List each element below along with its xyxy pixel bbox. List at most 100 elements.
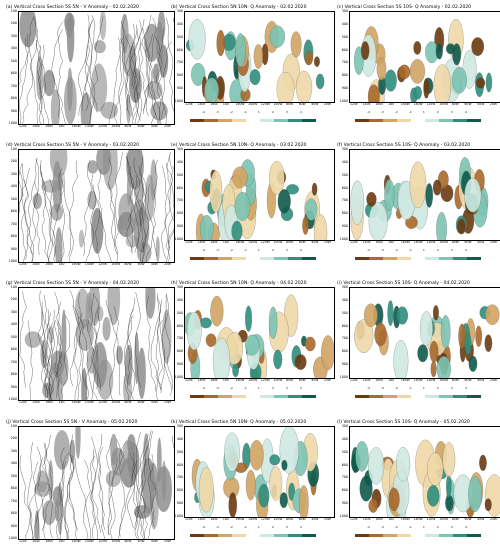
anomaly-region bbox=[294, 354, 307, 370]
contour-field bbox=[186, 18, 325, 102]
y-tick-label: 400 bbox=[341, 436, 348, 441]
colorbar-swatch bbox=[288, 395, 302, 398]
y-tick-label: 300 bbox=[10, 448, 17, 453]
anomaly-region bbox=[355, 441, 369, 472]
contour-line bbox=[141, 14, 152, 112]
anomaly-region bbox=[471, 37, 485, 56]
x-tick-label: 160W bbox=[71, 400, 81, 404]
colorbar-swatch bbox=[288, 257, 302, 260]
x-tick-label: 100W bbox=[273, 517, 283, 521]
contour-line bbox=[160, 41, 172, 124]
anomaly-region bbox=[216, 29, 225, 57]
x-tick-label: 180 bbox=[222, 240, 229, 244]
shaded-region bbox=[126, 93, 131, 124]
y-tick-label: 400 bbox=[341, 21, 348, 26]
x-tick-label: 160E bbox=[45, 400, 54, 404]
x-tick-label: 40W bbox=[477, 517, 485, 521]
y-tick-label: 800 bbox=[341, 488, 348, 493]
anomaly-region bbox=[384, 179, 395, 211]
x-tick-label: 40W bbox=[477, 240, 485, 244]
colorbar-swatch bbox=[411, 534, 425, 537]
contour-line bbox=[83, 159, 92, 256]
shaded-region bbox=[75, 427, 81, 459]
contour-line bbox=[64, 455, 74, 539]
x-tick-label: 120W bbox=[98, 539, 108, 543]
x-tick-label: 20W bbox=[490, 102, 497, 106]
x-tick-label: 160W bbox=[400, 240, 410, 244]
colorbar-label: -2 bbox=[230, 386, 233, 390]
shaded-region bbox=[102, 150, 118, 190]
colorbar-label: -4 bbox=[202, 110, 205, 114]
contour-line bbox=[19, 171, 23, 214]
colorbar-label: 1 bbox=[423, 386, 425, 390]
y-tick-label: 700 bbox=[341, 336, 348, 341]
x-tick-label: 20W bbox=[324, 378, 331, 382]
shaded-region bbox=[48, 459, 54, 501]
anomaly-region bbox=[468, 355, 478, 372]
colorbar-label: -2 bbox=[395, 386, 398, 390]
shaded-region bbox=[61, 309, 67, 364]
colorbar-label: -3 bbox=[381, 248, 384, 252]
anomaly-region bbox=[485, 72, 493, 93]
y-tick-label: 700 bbox=[10, 498, 17, 503]
contour-line bbox=[148, 430, 157, 528]
shaded-region bbox=[93, 40, 106, 54]
x-tick-label: 180 bbox=[388, 378, 395, 382]
colorbar-swatch bbox=[439, 395, 453, 398]
x-tick-label: 100W bbox=[111, 539, 121, 543]
contour-field bbox=[19, 427, 174, 539]
contour-field bbox=[354, 18, 493, 102]
colorbar-label: 3 bbox=[286, 110, 288, 114]
shaded-region bbox=[87, 191, 97, 210]
x-tick-label: 20W bbox=[164, 539, 171, 543]
x-tick-label: 140E bbox=[32, 539, 41, 543]
colorbar-swatch bbox=[383, 395, 397, 398]
colorbar-swatch bbox=[204, 395, 218, 398]
x-tick-label: 120E bbox=[19, 400, 27, 404]
contour-line bbox=[21, 163, 28, 260]
x-tick-label: 20W bbox=[490, 378, 497, 382]
contour-line bbox=[140, 444, 149, 539]
colorbar-label: 2 bbox=[437, 248, 439, 252]
x-tick-label: 60W bbox=[298, 240, 306, 244]
y-tick-label: 1000 bbox=[174, 375, 183, 379]
contour-field bbox=[185, 294, 334, 378]
y-tick-label: 200 bbox=[10, 297, 17, 302]
contour-plot bbox=[184, 426, 335, 518]
contour-line bbox=[48, 309, 62, 400]
anomaly-region bbox=[212, 337, 231, 378]
contour-line bbox=[41, 308, 51, 400]
shaded-region bbox=[133, 207, 150, 253]
anomaly-region bbox=[440, 314, 451, 349]
panel-title: (j) Vertical Cross Section 5S 5N - V Ano… bbox=[6, 420, 138, 425]
y-tick-label: 600 bbox=[10, 486, 17, 491]
colorbar-swatch bbox=[288, 534, 302, 537]
shaded-region bbox=[155, 21, 164, 67]
x-tick-label: 80W bbox=[451, 517, 459, 521]
x-tick-label: 80W bbox=[451, 102, 459, 106]
colorbar-swatch bbox=[274, 534, 288, 537]
colorbar-swatch bbox=[260, 119, 274, 122]
x-tick-label: 140W bbox=[413, 378, 423, 382]
chart-panel-i: (i) Vertical Cross Section 5S 10S- Q Ano… bbox=[337, 281, 500, 416]
anomaly-region bbox=[298, 485, 309, 517]
shaded-region bbox=[118, 193, 134, 230]
anomaly-region bbox=[249, 440, 264, 471]
x-tick-label: 100W bbox=[439, 240, 449, 244]
y-tick-label: 500 bbox=[176, 34, 183, 39]
x-tick-label: 120E bbox=[350, 378, 358, 382]
colorbar-swatch bbox=[411, 395, 425, 398]
colorbar-label: -3 bbox=[216, 110, 219, 114]
contour-field bbox=[19, 12, 174, 124]
shaded-region bbox=[65, 17, 74, 38]
x-tick-label: 80W bbox=[286, 378, 294, 382]
contour-line bbox=[19, 455, 31, 539]
contour-line bbox=[41, 171, 50, 262]
x-tick-label: 100W bbox=[439, 102, 449, 106]
contour-line bbox=[91, 436, 101, 533]
y-tick-label: 600 bbox=[10, 347, 17, 352]
colorbar-swatch bbox=[383, 257, 397, 260]
colorbar-label: -1 bbox=[244, 525, 247, 529]
colorbar-swatch bbox=[397, 257, 411, 260]
y-tick-label: 200 bbox=[10, 21, 17, 26]
